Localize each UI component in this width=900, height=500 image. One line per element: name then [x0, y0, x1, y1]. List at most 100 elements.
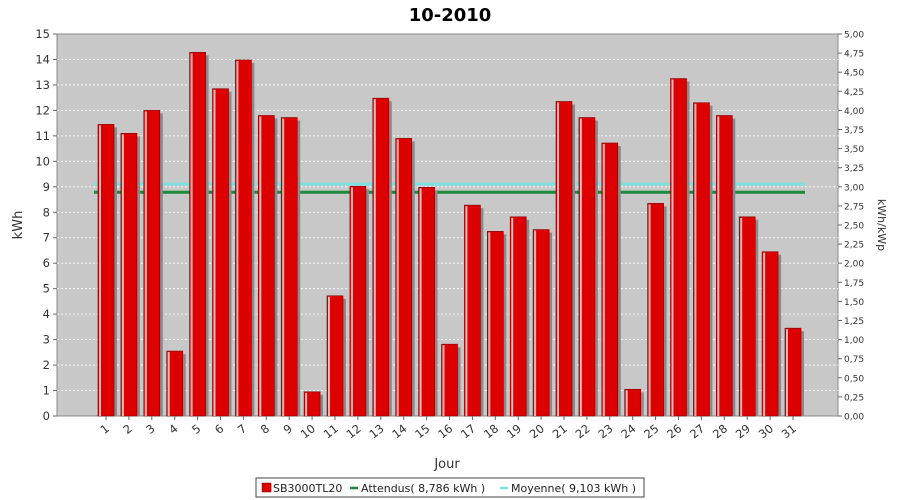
bar-highlight [740, 217, 743, 416]
x-tick-label: 23 [595, 421, 615, 441]
bar-highlight [786, 329, 788, 416]
x-tick-label: 24 [618, 421, 638, 441]
x-tick-label: 18 [481, 421, 501, 441]
bar-highlight [99, 125, 101, 416]
bar-highlight [488, 232, 491, 416]
bar-highlight [190, 53, 193, 416]
x-tick-label: 22 [573, 421, 593, 441]
legend-box [255, 477, 645, 498]
bar-highlight [373, 99, 376, 417]
x-tick-label: 17 [458, 421, 478, 441]
y-tick-label: 7 [43, 231, 50, 245]
y-tick-label: 15 [35, 27, 50, 41]
y2-tick-label: 5,00 [844, 31, 864, 41]
y-tick-label: 13 [35, 78, 50, 92]
y2-tick-label: 0,00 [844, 413, 864, 423]
x-tick-label: 7 [235, 421, 249, 437]
y-axis-label: kWh [11, 211, 26, 240]
bar-highlight [465, 206, 468, 416]
x-tick-label: 5 [189, 421, 203, 437]
x-tick-label: 8 [258, 421, 272, 437]
bar-highlight [579, 118, 582, 416]
x-tick-label: 30 [756, 421, 776, 441]
bar-highlight [534, 230, 537, 416]
y2-tick-label: 2,25 [844, 241, 864, 251]
bar-highlight [763, 252, 766, 416]
y-tick-label: 14 [35, 52, 50, 66]
x-tick-label: 26 [664, 421, 684, 441]
legend-label-expected: Attendus( 8,786 kWh ) [361, 482, 485, 495]
y-tick-label: 4 [43, 307, 50, 321]
y-tick-label: 3 [43, 333, 50, 347]
chart-title: 10-2010 [409, 5, 492, 26]
legend-swatch-bars [261, 482, 272, 493]
y2-tick-label: 3,75 [844, 126, 864, 136]
x-tick-label: 1 [97, 421, 111, 437]
y2-tick-label: 0,75 [844, 355, 864, 365]
y2-tick-label: 4,50 [844, 69, 864, 79]
bars [97, 52, 804, 417]
bar-highlight [557, 102, 559, 416]
bar-highlight [396, 139, 399, 416]
bar-highlight [442, 345, 445, 416]
x-tick-label: 31 [779, 421, 799, 441]
bar-highlight [259, 116, 262, 416]
y2-tick-label: 4,00 [844, 107, 864, 117]
y2-tick-label: 2,00 [844, 260, 864, 270]
x-axis-label: Jour [433, 457, 460, 472]
x-tick-label: 19 [504, 421, 524, 441]
y-tick-label: 10 [35, 154, 50, 168]
y2-tick-label: 3,25 [844, 164, 864, 174]
x-tick-label: 10 [298, 421, 318, 441]
y2-tick-label: 1,50 [844, 298, 864, 308]
bar-highlight [511, 217, 514, 416]
x-tick-label: 16 [435, 421, 455, 441]
x-tick-label: 25 [641, 421, 661, 441]
bar-highlight [305, 392, 308, 416]
x-tick-label: 28 [710, 421, 730, 441]
y-tick-label: 8 [43, 205, 50, 219]
bar-highlight [350, 187, 353, 416]
y-tick-label: 2 [43, 358, 50, 372]
y2-tick-label: 0,25 [844, 393, 864, 403]
x-tick-label: 14 [389, 421, 409, 441]
x-tick-label: 21 [550, 421, 570, 441]
bar-highlight [625, 390, 628, 416]
bar-highlight [144, 111, 147, 417]
y2-tick-label: 2,75 [844, 202, 864, 212]
y2-tick-label: 4,25 [844, 88, 864, 98]
x-tick-label: 15 [412, 421, 432, 441]
y2-tick-label: 2,50 [844, 222, 864, 232]
y-tick-label: 5 [43, 282, 50, 296]
y2-tick-label: 1,25 [844, 317, 864, 327]
y2-tick-label: 0,50 [844, 374, 864, 384]
y-tick-label: 6 [43, 256, 50, 270]
y2-tick-label: 3,50 [844, 145, 864, 155]
y2-tick-label: 4,75 [844, 50, 864, 60]
y-tick-label: 0 [43, 409, 50, 423]
y-tick-label: 12 [35, 103, 50, 117]
y-tick-label: 11 [35, 129, 50, 143]
bar-highlight [213, 89, 216, 417]
y-tick-label: 9 [43, 180, 50, 194]
y2-tick-label: 1,75 [844, 279, 864, 289]
x-tick-label: 2 [120, 421, 134, 437]
bar-highlight [694, 103, 697, 416]
bar-highlight [121, 134, 124, 416]
bar-highlight [282, 118, 285, 416]
x-axis-ticks: 1 2 3 4 5 6 7 8 9 10 11 12 13 14 15 16 17 18 19 20 21 22 23 24 2… [97, 416, 799, 441]
legend-label-average: Moyenne( 9,103 kWh ) [511, 482, 636, 495]
bar-highlight [419, 188, 422, 416]
x-tick-label: 13 [366, 421, 386, 441]
x-tick-label: 3 [143, 421, 157, 437]
y-tick-label: 1 [43, 384, 50, 398]
bar-highlight [236, 60, 239, 416]
x-tick-label: 20 [527, 421, 547, 441]
x-tick-label: 29 [733, 421, 753, 441]
bar-highlight [671, 79, 674, 417]
bar-highlight [648, 204, 651, 416]
x-tick-label: 9 [281, 421, 295, 437]
legend-label-bars: SB3000TL20 [273, 482, 342, 495]
